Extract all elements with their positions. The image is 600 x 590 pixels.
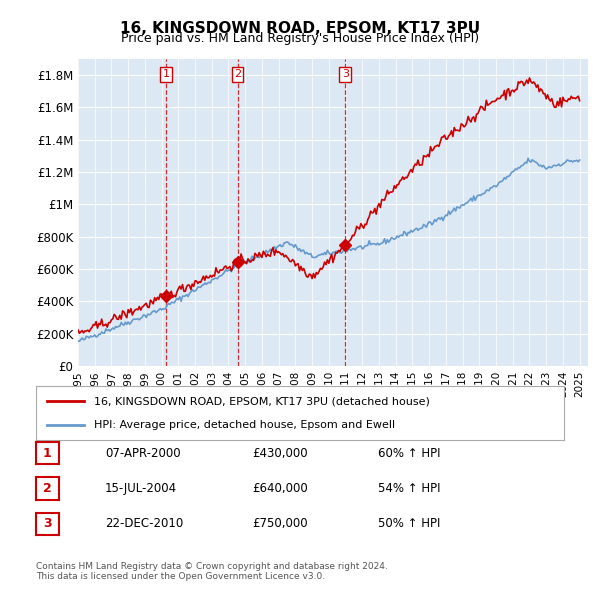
Text: 60% ↑ HPI: 60% ↑ HPI (378, 447, 440, 460)
Text: 54% ↑ HPI: 54% ↑ HPI (378, 482, 440, 495)
Text: 2: 2 (43, 482, 52, 495)
Text: 1: 1 (163, 70, 170, 79)
Text: Price paid vs. HM Land Registry's House Price Index (HPI): Price paid vs. HM Land Registry's House … (121, 32, 479, 45)
Text: £640,000: £640,000 (252, 482, 308, 495)
Text: 1: 1 (43, 447, 52, 460)
Text: 22-DEC-2010: 22-DEC-2010 (105, 517, 183, 530)
Text: Contains HM Land Registry data © Crown copyright and database right 2024.
This d: Contains HM Land Registry data © Crown c… (36, 562, 388, 581)
Text: 15-JUL-2004: 15-JUL-2004 (105, 482, 177, 495)
Text: 3: 3 (43, 517, 52, 530)
Text: 2: 2 (234, 70, 241, 79)
Text: £430,000: £430,000 (252, 447, 308, 460)
Text: £750,000: £750,000 (252, 517, 308, 530)
Text: 07-APR-2000: 07-APR-2000 (105, 447, 181, 460)
Text: 50% ↑ HPI: 50% ↑ HPI (378, 517, 440, 530)
Text: 16, KINGSDOWN ROAD, EPSOM, KT17 3PU: 16, KINGSDOWN ROAD, EPSOM, KT17 3PU (120, 21, 480, 35)
Text: 3: 3 (342, 70, 349, 79)
Text: HPI: Average price, detached house, Epsom and Ewell: HPI: Average price, detached house, Epso… (94, 419, 395, 430)
Text: 16, KINGSDOWN ROAD, EPSOM, KT17 3PU (detached house): 16, KINGSDOWN ROAD, EPSOM, KT17 3PU (det… (94, 396, 430, 407)
